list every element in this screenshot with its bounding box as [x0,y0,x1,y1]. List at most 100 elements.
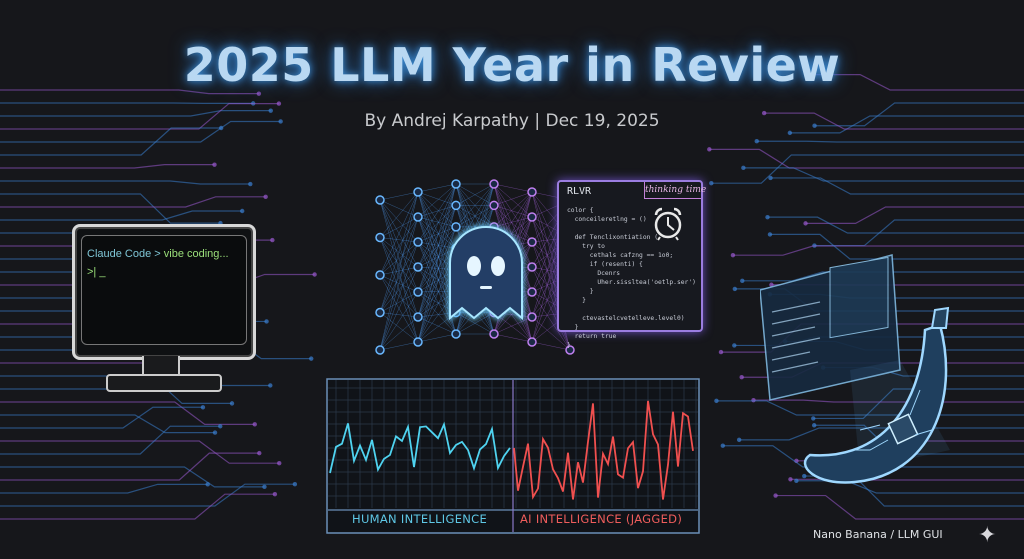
circuit-node [212,162,217,167]
neural-connection [417,216,457,228]
neural-connection [379,199,419,218]
circuit-node [707,147,712,152]
thinking-time-tag: thinking time [644,182,706,199]
circuit-node [794,478,799,483]
circuit-node [270,237,275,243]
neural-connection [417,205,457,318]
neural-connection [379,199,419,243]
circuit-node [740,278,745,284]
neural-connection [417,183,457,268]
neuron-node [527,337,537,347]
neural-connection [379,291,419,313]
neural-connection [379,316,419,351]
neural-connection [379,237,419,243]
neural-connection [379,191,419,351]
neuron-node [451,222,461,232]
ai-intelligence-waveform [513,400,694,500]
neural-connection [379,191,419,238]
neuron-node [375,270,385,280]
neural-connection [379,191,419,313]
circuit-node [807,72,813,77]
circuit-node [732,343,737,348]
circuit-trace-left [0,102,279,130]
circuit-node [257,450,262,456]
circuit-node [754,139,759,144]
circuit-trace-left [0,89,259,95]
neural-connection [379,312,419,318]
circuit-trace-right [796,480,1024,494]
circuit-node [276,101,282,106]
circuit-node [200,405,206,410]
circuit-trace-left [0,466,265,488]
neural-connection [379,291,419,351]
circuit-node [769,282,774,287]
neural-connection [417,205,457,243]
circuit-node [730,252,736,258]
neural-connection [379,216,419,238]
circuit-node [739,375,744,380]
neuron-node [565,345,575,355]
ghost-icon [448,225,524,323]
circuit-node [811,416,816,421]
neuron-node [489,179,499,189]
neural-connection [417,226,457,293]
circuit-node [218,424,223,429]
neuron-node [375,345,385,355]
human-intelligence-label: HUMAN INTELLIGENCE [352,512,487,526]
neural-connection [417,241,457,249]
neural-connection [455,312,495,335]
neural-connection [493,216,533,228]
circuit-node [768,175,773,181]
circuit-node [812,123,817,128]
circuit-node [751,397,756,403]
neuron-node [527,187,537,197]
circuit-trace-left [0,452,260,481]
circuit-trace-right [709,148,1024,169]
neural-connection [531,291,571,351]
intelligence-comparison-panel [326,378,700,534]
circuit-node [205,482,210,487]
circuit-node [263,194,268,200]
neural-connection [493,316,533,335]
neural-connection [493,183,533,193]
circuit-trace-left [0,110,271,117]
circuit-trace-left [0,483,208,494]
neural-connection [379,216,419,351]
neural-connection [417,226,457,243]
neuron-node [413,337,423,347]
circuit-node [309,356,314,361]
neural-connection [417,205,457,343]
neuron-node [413,262,423,272]
terminal-command: vibe coding... [163,248,229,260]
neural-connection [379,266,419,351]
neural-connection [417,191,457,228]
neuron-node [451,329,461,339]
neural-connection [379,266,419,313]
circuit-node [272,491,278,497]
neural-connection [493,333,533,343]
circuit-trace-left [0,425,221,455]
circuit-node [268,108,273,113]
circuit-node [773,493,778,498]
circuit-trace-right [722,445,1024,468]
circuit-trace-left [0,406,203,429]
ai-intelligence-label: AI INTELLIGENCE (JAGGED) [520,512,682,526]
circuit-node [248,181,253,187]
circuit-trace-right [813,388,1024,420]
neural-connection [417,205,457,218]
circuit-node [278,119,283,124]
alarm-clock-icon [654,207,682,241]
circuit-trace-right [810,74,1024,91]
neural-connection [417,183,457,293]
circuit-node [732,286,738,292]
circuit-trace-left [0,210,243,221]
circuit-node [741,165,746,171]
circuit-node [761,110,767,116]
circuit-node [803,221,808,226]
neural-connection [455,183,495,228]
circuit-node [811,423,817,428]
ai-label-text: AI INTELLIGENCE (JAGGED) [520,512,683,526]
neuron-node [413,212,423,222]
human-label-text: HUMAN INTELLIGENCE [352,512,488,526]
code-panel-header: RLVR [567,186,592,197]
